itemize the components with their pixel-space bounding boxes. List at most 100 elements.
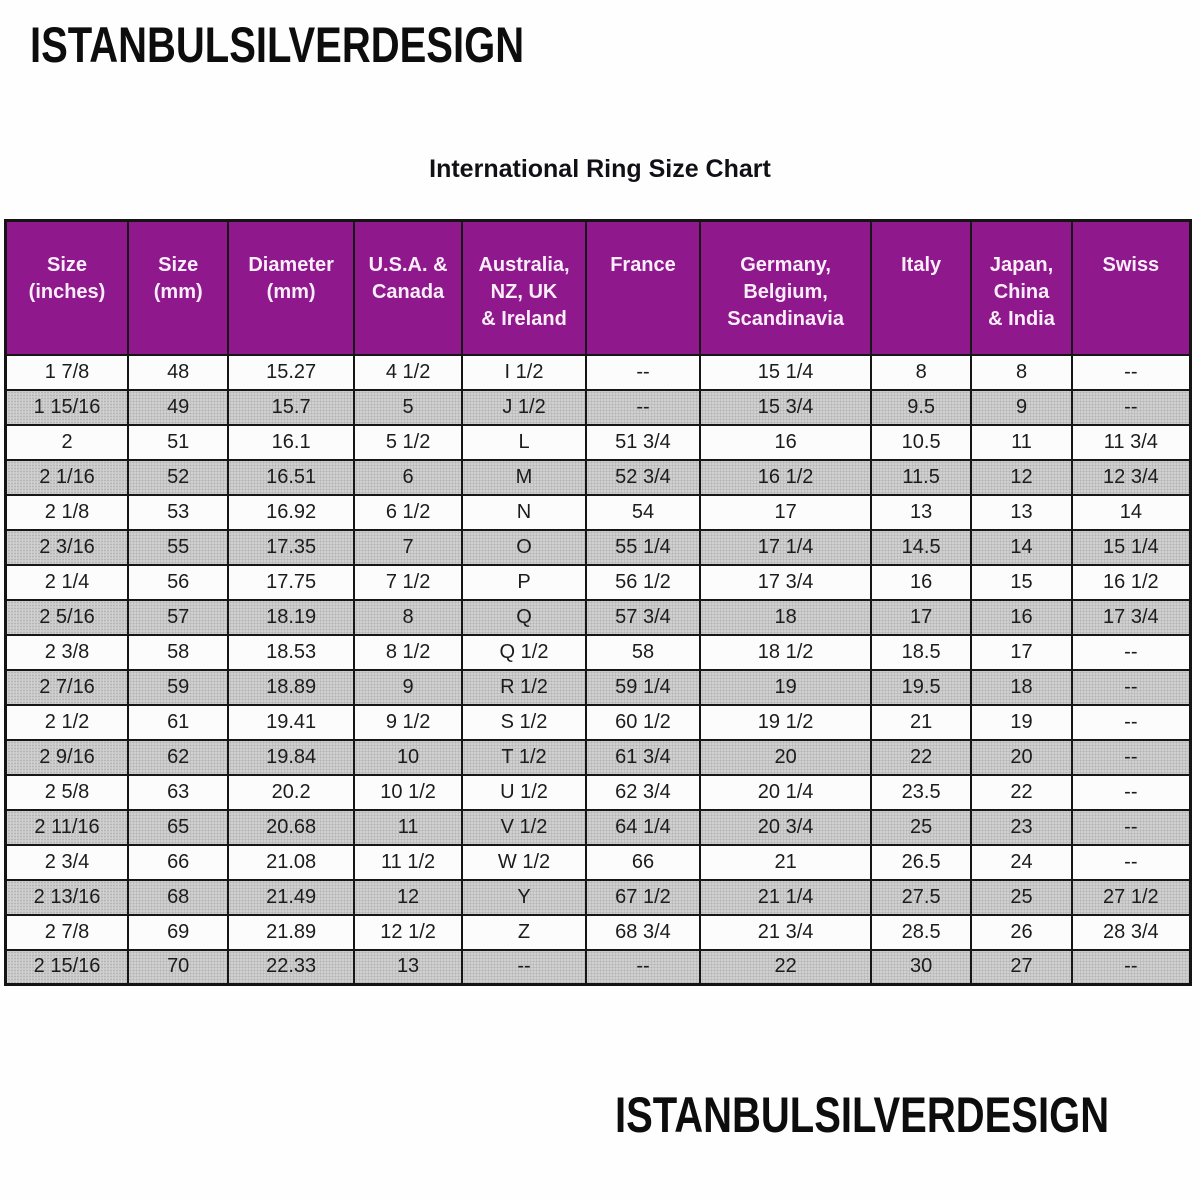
table-cell: 7 1/2 [352,563,464,601]
table-cell: -- [1070,703,1192,741]
table-cell: 20.68 [227,808,355,846]
table-cell: 1 7/8 [4,353,130,391]
table-cell: N [461,493,587,531]
table-cell: U 1/2 [461,773,587,811]
table-cell: 14 [1070,493,1192,531]
table-cell: 51 [127,423,230,461]
table-cell: R 1/2 [461,668,587,706]
table-cell: 6 1/2 [352,493,464,531]
table-cell: -- [1070,633,1192,671]
table-cell: 21.89 [227,913,355,951]
table-cell: 12 [970,458,1073,496]
table-cell: 7 [352,528,464,566]
table-cell: -- [584,388,702,426]
table-cell: 5 1/2 [352,423,464,461]
table-cell: 15 [970,563,1073,601]
table-cell: 62 3/4 [584,773,702,811]
table-cell: 55 1/4 [584,528,702,566]
table-cell: 18.5 [869,633,973,671]
table-cell: P [461,563,587,601]
table-row: 2 5/8 63 20.2 10 1/2 U 1/2 62 3/4 20 1/4 23.5 22… [4,773,1192,811]
table-cell: 21.49 [227,878,355,916]
table-cell: 52 3/4 [584,458,702,496]
table-cell: 19.84 [227,738,355,776]
table-cell: 28 3/4 [1070,913,1192,951]
table-cell: 54 [584,493,702,531]
table-cell: 56 1/2 [584,563,702,601]
table-cell: 14.5 [869,528,973,566]
table-cell: 6 [352,458,464,496]
table-cell: 2 1/4 [4,563,130,601]
table-cell: 52 [127,458,230,496]
table-row: 2 1/2 61 19.41 9 1/2 S 1/2 60 1/2 19 1/2 21 19 -- [4,703,1192,741]
table-cell: 16 [699,423,872,461]
table-cell: 13 [352,948,464,986]
table-cell: Q 1/2 [461,633,587,671]
table-cell: -- [461,948,587,986]
table-cell: 48 [127,353,230,391]
table-cell: 19 [699,668,872,706]
table-cell: 51 3/4 [584,423,702,461]
table-cell: 13 [869,493,973,531]
table-cell: 10 [352,738,464,776]
table-cell: 27.5 [869,878,973,916]
table-row: 2 7/16 59 18.89 9 R 1/2 59 1/4 19 19.5 18 -- [4,668,1192,706]
table-cell: 26.5 [869,843,973,881]
table-cell: 15 3/4 [699,388,872,426]
table-cell: 17 [699,493,872,531]
table-row: 2 1/16 52 16.51 6 M 52 3/4 16 1/2 11.5 12 12 3/4 [4,458,1192,496]
table-body: 1 7/8 48 15.27 4 1/2 I 1/2 -- 15 1/4 8 8 -- 1 15/1… [4,353,1192,986]
table-cell: 4 1/2 [352,353,464,391]
table-cell: 25 [869,808,973,846]
table-cell: 2 1/2 [4,703,130,741]
table-cell: 2 7/8 [4,913,130,951]
header-cell: Italy [869,219,973,356]
table-cell: 66 [584,843,702,881]
table-cell: 67 1/2 [584,878,702,916]
table-cell: V 1/2 [461,808,587,846]
table-cell: 21 [699,843,872,881]
table-cell: 2 [4,423,130,461]
table-cell: T 1/2 [461,738,587,776]
table-row: 2 1/8 53 16.92 6 1/2 N 54 17 13 13 14 [4,493,1192,531]
table-cell: 12 1/2 [352,913,464,951]
table-cell: 11 [352,808,464,846]
table-cell: -- [1070,353,1192,391]
table-cell: 16 [970,598,1073,636]
table-cell: 16 1/2 [1070,563,1192,601]
table-row: 1 15/16 49 15.7 5 J 1/2 -- 15 3/4 9.5 9 -- [4,388,1192,426]
table-row: 2 5/16 57 18.19 8 Q 57 3/4 18 17 16 17 3/4 [4,598,1192,636]
header-row: Size (inches) Size (mm) Diameter (mm) U.S.A… [4,219,1192,356]
table-cell: 15.7 [227,388,355,426]
table-cell: 15 1/4 [699,353,872,391]
table-cell: 59 1/4 [584,668,702,706]
table-cell: 17 3/4 [1070,598,1192,636]
table-cell: M [461,458,587,496]
table-row: 2 9/16 62 19.84 10 T 1/2 61 3/4 20 22 20 -- [4,738,1192,776]
table-cell: J 1/2 [461,388,587,426]
table-cell: 60 1/2 [584,703,702,741]
table-row: 2 3/16 55 17.35 7 O 55 1/4 17 1/4 14.5 14 15 1/4 [4,528,1192,566]
table-cell: 16.51 [227,458,355,496]
table-cell: 17 [869,598,973,636]
table-cell: 18.89 [227,668,355,706]
table-cell: 16.1 [227,423,355,461]
table-cell: 12 3/4 [1070,458,1192,496]
table-cell: 68 3/4 [584,913,702,951]
table-cell: 1 15/16 [4,388,130,426]
table-cell: -- [1070,843,1192,881]
table-cell: 30 [869,948,973,986]
table-cell: W 1/2 [461,843,587,881]
table-cell: 16 1/2 [699,458,872,496]
table-cell: 21 1/4 [699,878,872,916]
table-cell: 2 9/16 [4,738,130,776]
table-row: 2 7/8 69 21.89 12 1/2 Z 68 3/4 21 3/4 28.5 26 28 … [4,913,1192,951]
header-cell: Diameter (mm) [227,219,355,356]
table-cell: -- [1070,948,1192,986]
table-cell: 2 1/16 [4,458,130,496]
table-row: 2 1/4 56 17.75 7 1/2 P 56 1/2 17 3/4 16 15 16 1/2 [4,563,1192,601]
table-cell: 12 [352,878,464,916]
table-cell: 2 5/16 [4,598,130,636]
table-cell: 11 [970,423,1073,461]
table-cell: 26 [970,913,1073,951]
